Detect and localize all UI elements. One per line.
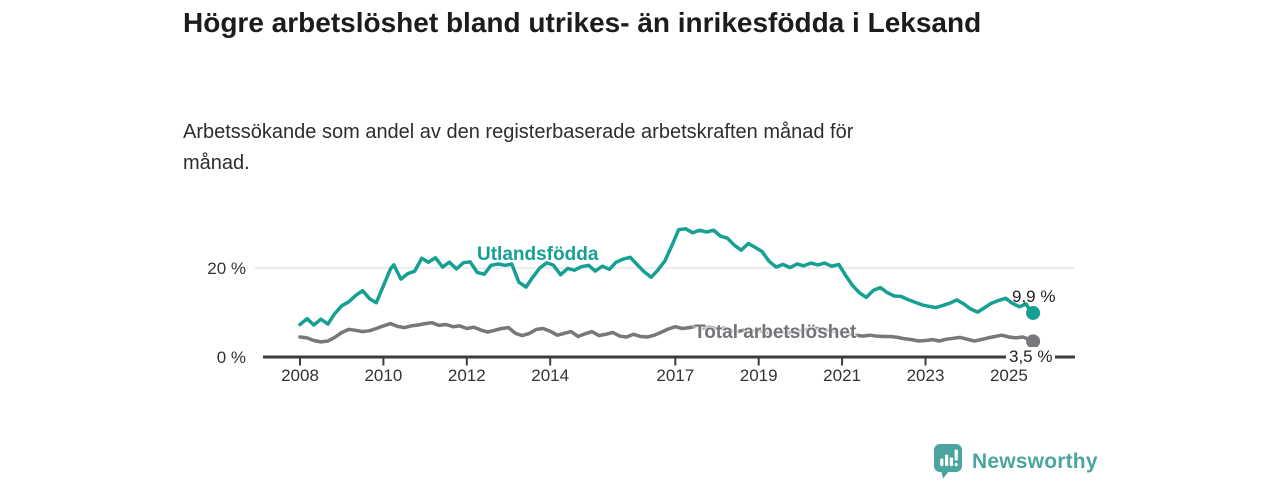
x-axis-label-2017: 2017 <box>656 366 695 385</box>
chart-title: Högre arbetslöshet bland utrikes- än inr… <box>183 7 982 38</box>
series-label-utlandsfodda: Utlandsfödda <box>477 244 599 265</box>
y-axis-label-20: 20 % <box>207 259 246 278</box>
series-end-dot-0 <box>1026 305 1041 320</box>
x-axis-label-2008: 2008 <box>281 366 319 385</box>
y-axis-label-0: 0 % <box>216 348 246 367</box>
series-line-0 <box>298 227 1035 327</box>
end-value-label-total: 3,5 % <box>1006 347 1056 367</box>
end-value-label-utlandsfodda: 9,9 % <box>1012 287 1056 306</box>
x-axis-label-2012: 2012 <box>447 366 486 385</box>
x-axis-label-2019: 2019 <box>739 366 778 385</box>
newsworthy-logo[interactable]: Newsworthy <box>933 444 1098 479</box>
x-axis-label-2021: 2021 <box>823 366 861 385</box>
x-axis-label-2014: 2014 <box>531 366 570 385</box>
series-line-1 <box>298 320 1035 344</box>
series-end-dot-1 <box>1026 334 1041 349</box>
x-axis-label-2025: 2025 <box>989 366 1028 385</box>
x-axis-label-2023: 2023 <box>906 366 945 385</box>
newsworthy-bubble-chart-icon <box>934 444 962 479</box>
series-label-total-arbetsloshet: Total arbetslöshet <box>694 322 857 343</box>
x-axis-label-2010: 2010 <box>364 366 403 385</box>
chart-subtitle: Arbetssökande som andel av den registerb… <box>183 121 854 174</box>
newsworthy-logo-text: Newsworthy <box>972 449 1098 473</box>
